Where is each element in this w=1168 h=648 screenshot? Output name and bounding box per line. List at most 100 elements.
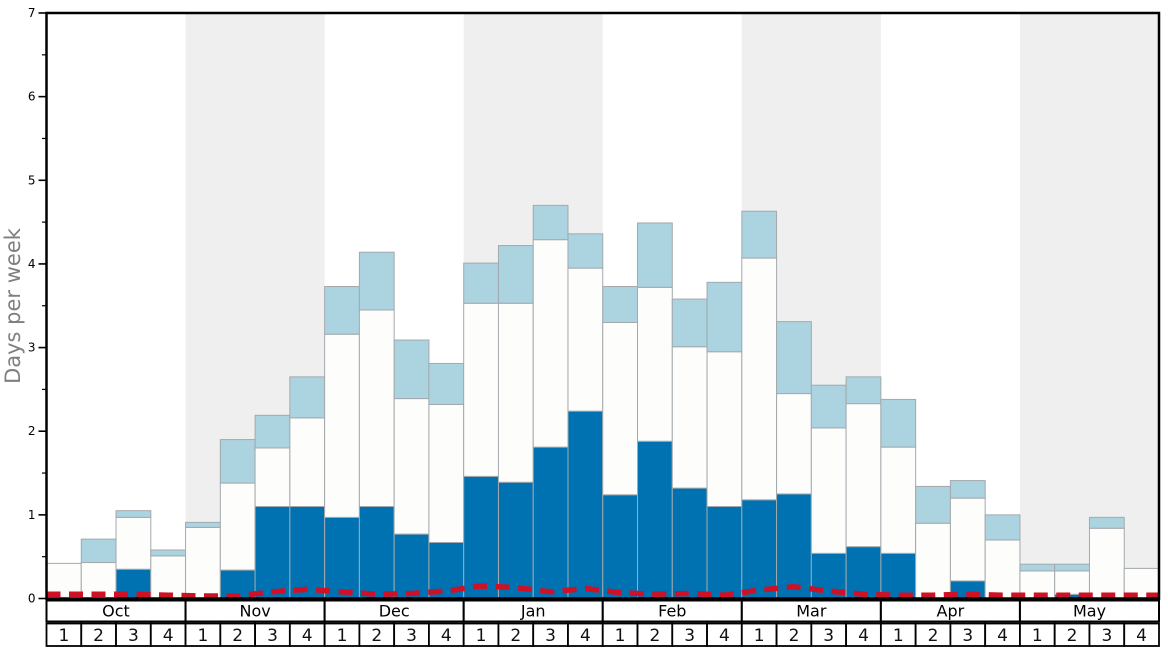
bar-Jan-w1-dark-blue-bottom bbox=[463, 475, 499, 600]
week-label-Nov-1: 1 bbox=[197, 626, 208, 646]
y-tick-label-2: 2 bbox=[28, 424, 36, 438]
week-label-Dec-1: 1 bbox=[337, 626, 348, 646]
bar-May-w2-white-middle bbox=[1054, 570, 1090, 595]
y-tick-label-3: 3 bbox=[28, 341, 36, 355]
bar-Dec-w1-light-blue-top bbox=[324, 286, 360, 335]
month-label-dec: Dec bbox=[379, 602, 410, 621]
bar-Dec-w4-white-middle bbox=[428, 403, 465, 543]
bar-Dec-w1-dark-blue-bottom bbox=[324, 516, 360, 599]
y-tick-label-7: 7 bbox=[28, 6, 36, 20]
bar-Feb-w3-dark-blue-bottom bbox=[671, 487, 708, 599]
week-label-Mar-3: 3 bbox=[823, 626, 834, 646]
y-tick-label-6: 6 bbox=[28, 90, 36, 104]
bar-Jan-w2-dark-blue-bottom bbox=[497, 481, 534, 599]
week-label-Nov-4: 4 bbox=[302, 626, 313, 646]
week-label-Feb-1: 1 bbox=[615, 626, 626, 646]
month-label-jan: Jan bbox=[520, 602, 546, 621]
bar-May-w3-light-blue-top bbox=[1088, 516, 1125, 529]
y-tick-label-0: 0 bbox=[28, 592, 36, 606]
bar-Jan-w4-white-middle bbox=[567, 267, 604, 412]
week-label-Feb-4: 4 bbox=[719, 626, 730, 646]
bar-Nov-w3-white-middle bbox=[254, 447, 291, 507]
bar-Feb-w1-white-middle bbox=[602, 321, 639, 496]
bar-Feb-w4-light-blue-top bbox=[706, 281, 743, 353]
bar-Oct-w2-light-blue-top bbox=[80, 538, 117, 564]
bar-Jan-w4-dark-blue-bottom bbox=[567, 410, 604, 600]
month-label-oct: Oct bbox=[102, 602, 130, 621]
bar-Dec-w1-white-middle bbox=[324, 333, 360, 518]
bar-Feb-w4-dark-blue-bottom bbox=[706, 505, 743, 599]
bar-May-w3-white-middle bbox=[1088, 527, 1125, 599]
bar-Apr-w2-light-blue-top bbox=[915, 485, 951, 524]
month-label-apr: Apr bbox=[937, 602, 965, 621]
bar-Mar-w2-light-blue-top bbox=[776, 321, 812, 395]
bar-Nov-w1-white-middle bbox=[185, 526, 221, 600]
bar-Mar-w4-light-blue-top bbox=[845, 376, 882, 405]
bar-Oct-w4-light-blue-top bbox=[150, 549, 187, 557]
bar-Dec-w2-light-blue-top bbox=[358, 251, 395, 311]
month-label-may: May bbox=[1073, 602, 1106, 621]
month-label-mar: Mar bbox=[796, 602, 827, 621]
y-tick-label-4: 4 bbox=[28, 257, 36, 271]
bar-Feb-w2-dark-blue-bottom bbox=[637, 440, 673, 599]
bar-Oct-w3-light-blue-top bbox=[115, 510, 152, 518]
bar-Oct-w4-white-middle bbox=[150, 555, 187, 600]
y-tick-label-5: 5 bbox=[28, 173, 36, 187]
y-axis: 0 1 2 3 4 5 6 7 bbox=[28, 6, 47, 606]
bar-Apr-w4-white-middle bbox=[984, 539, 1021, 600]
bar-Oct-w3-white-middle bbox=[115, 516, 152, 570]
bar-Mar-w2-dark-blue-bottom bbox=[776, 493, 812, 600]
week-label-Apr-2: 2 bbox=[928, 626, 939, 646]
week-label-Mar-1: 1 bbox=[754, 626, 765, 646]
week-label-May-4: 4 bbox=[1136, 626, 1147, 646]
week-label-Oct-2: 2 bbox=[93, 626, 104, 646]
bar-Nov-w2-white-middle bbox=[219, 482, 256, 571]
week-label-May-3: 3 bbox=[1101, 626, 1112, 646]
week-label-Mar-4: 4 bbox=[858, 626, 869, 646]
bar-Jan-w1-light-blue-top bbox=[463, 262, 499, 304]
week-label-Jan-3: 3 bbox=[545, 626, 556, 646]
week-label-Feb-3: 3 bbox=[684, 626, 695, 646]
bar-Mar-w3-light-blue-top bbox=[810, 384, 847, 429]
bar-Feb-w2-white-middle bbox=[637, 286, 673, 442]
bar-Feb-w3-white-middle bbox=[671, 346, 708, 489]
week-label-Dec-3: 3 bbox=[406, 626, 417, 646]
week-label-Nov-3: 3 bbox=[267, 626, 278, 646]
bar-Nov-w1-light-blue-top bbox=[185, 521, 221, 528]
week-row: 1 2 3 4 1 2 3 4 1 2 3 4 1 2 3 4 1 2 3 4 1 2 3 4 1 2 3 4 1 2 3 4 bbox=[45, 622, 1160, 647]
bar-Nov-w3-dark-blue-bottom bbox=[254, 505, 291, 599]
bar-Jan-w2-light-blue-top bbox=[497, 245, 534, 304]
week-label-May-1: 1 bbox=[1032, 626, 1043, 646]
bar-Apr-w1-white-middle bbox=[880, 446, 917, 554]
week-label-Feb-2: 2 bbox=[649, 626, 660, 646]
week-label-Apr-4: 4 bbox=[997, 626, 1008, 646]
bar-Mar-w1-dark-blue-bottom bbox=[741, 499, 778, 599]
bar-May-w1-light-blue-top bbox=[1019, 563, 1056, 572]
week-label-Dec-2: 2 bbox=[371, 626, 382, 646]
month-cell-may bbox=[1018, 599, 1160, 623]
bar-Mar-w4-white-middle bbox=[845, 403, 882, 548]
bar-Dec-w2-white-middle bbox=[358, 309, 395, 507]
bar-Jan-w2-white-middle bbox=[497, 302, 534, 483]
week-label-Oct-1: 1 bbox=[58, 626, 69, 646]
bar-Jan-w3-light-blue-top bbox=[532, 204, 569, 241]
bar-Nov-w3-light-blue-top bbox=[254, 414, 291, 449]
bar-Apr-w1-dark-blue-bottom bbox=[880, 552, 917, 600]
week-cell-May-4 bbox=[1123, 622, 1160, 647]
bar-May-w2-light-blue-top bbox=[1054, 563, 1090, 572]
bar-Feb-w4-white-middle bbox=[706, 351, 743, 507]
bar-Mar-w2-white-middle bbox=[776, 393, 812, 495]
bar-Feb-w1-dark-blue-bottom bbox=[602, 494, 639, 599]
week-label-Apr-1: 1 bbox=[893, 626, 904, 646]
bar-Apr-w3-white-middle bbox=[949, 497, 986, 582]
week-label-Dec-4: 4 bbox=[441, 626, 452, 646]
bar-Dec-w2-dark-blue-bottom bbox=[358, 505, 395, 599]
week-label-Jan-2: 2 bbox=[510, 626, 521, 646]
bar-Nov-w4-white-middle bbox=[289, 417, 326, 507]
bar-Apr-w4-light-blue-top bbox=[984, 514, 1021, 541]
week-label-Oct-4: 4 bbox=[163, 626, 174, 646]
bar-Jan-w3-white-middle bbox=[532, 239, 569, 448]
week-label-Jan-1: 1 bbox=[476, 626, 487, 646]
bar-Feb-w3-light-blue-top bbox=[671, 298, 708, 348]
